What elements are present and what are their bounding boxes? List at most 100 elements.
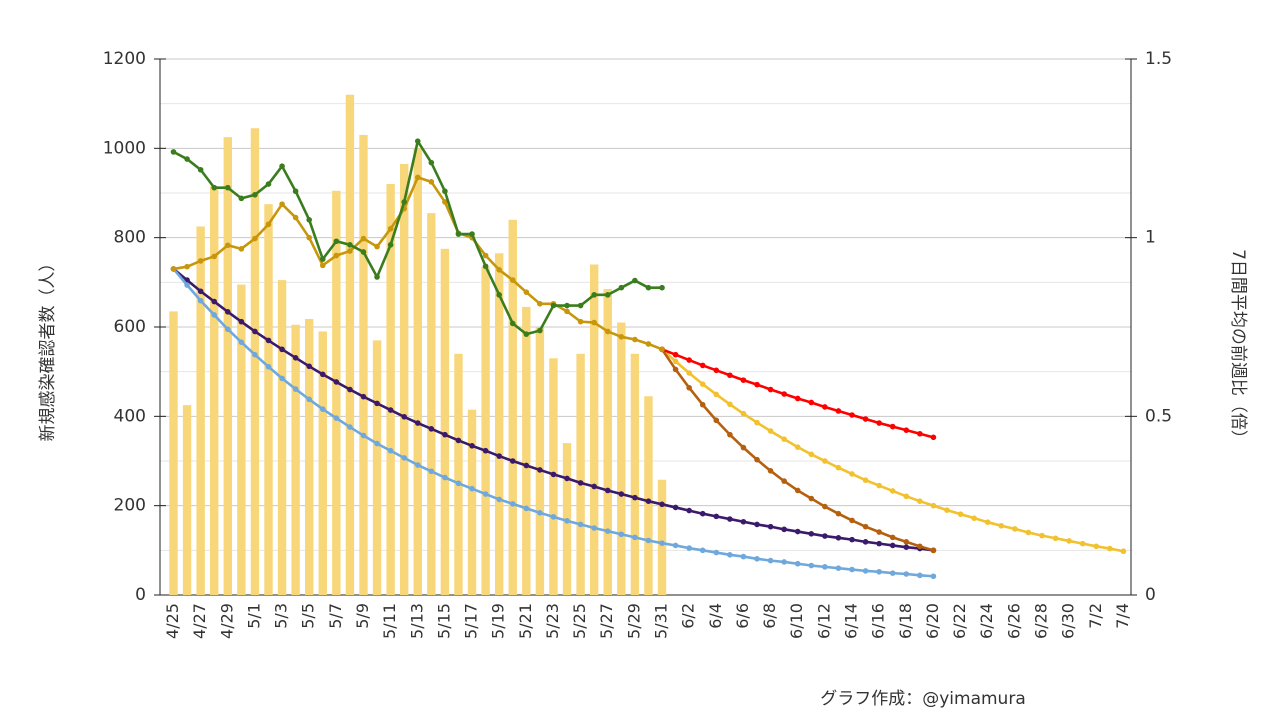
point [862, 523, 869, 530]
point [1107, 545, 1113, 552]
y-tick-label: 0 [135, 585, 146, 605]
x-tick-label: 5/21 [516, 603, 535, 639]
bar [196, 226, 205, 595]
point [170, 266, 177, 272]
point [645, 498, 652, 505]
bar [399, 163, 409, 595]
bar [630, 353, 640, 595]
bar [535, 327, 545, 595]
point [211, 184, 218, 191]
point [1066, 538, 1072, 544]
bar [508, 219, 517, 596]
point [347, 386, 353, 393]
point [659, 346, 665, 353]
bar [576, 353, 585, 595]
x-tick-label: 5/7 [326, 603, 345, 629]
point [279, 201, 285, 207]
point [387, 447, 394, 454]
point [1093, 543, 1100, 550]
point [767, 468, 774, 474]
point [740, 518, 747, 525]
point [618, 334, 625, 340]
x-tick-label: 6/12 [814, 603, 833, 639]
bar [345, 94, 355, 595]
point [238, 246, 245, 252]
point [197, 297, 204, 304]
point [917, 430, 923, 437]
bar [264, 204, 273, 595]
x-tick-label: 5/23 [543, 603, 562, 639]
x-tick-label: 4/25 [163, 603, 182, 639]
point [835, 464, 842, 471]
point [523, 331, 530, 337]
point [849, 566, 855, 573]
point [903, 544, 910, 551]
x-tick-label: 6/14 [842, 603, 861, 639]
bar [413, 148, 422, 596]
point [279, 346, 285, 353]
point [509, 458, 516, 464]
point [767, 386, 774, 393]
x-tick-label: 6/22 [950, 603, 969, 639]
point [645, 341, 652, 347]
point [360, 432, 367, 439]
point [374, 440, 380, 447]
x-tick-label: 6/16 [869, 603, 888, 639]
y2-axis-label: 7日間平均の前週比（倍） [1228, 249, 1248, 447]
point [876, 482, 882, 489]
point [835, 565, 842, 571]
point [794, 487, 801, 494]
point [306, 363, 313, 370]
y-tick-label: 200 [114, 496, 146, 516]
point [808, 531, 815, 537]
point [713, 417, 720, 424]
point [822, 458, 828, 464]
point [333, 415, 340, 421]
point [319, 406, 326, 412]
point [469, 231, 475, 237]
point [537, 510, 543, 516]
point [319, 371, 326, 378]
bar [644, 396, 653, 595]
point [238, 318, 245, 325]
point [862, 539, 869, 545]
point [1039, 532, 1045, 539]
bar [657, 479, 667, 595]
point [523, 289, 530, 295]
point [876, 420, 882, 426]
point [930, 434, 937, 441]
point [835, 510, 842, 517]
point [781, 436, 787, 442]
point [496, 453, 502, 459]
x-tick-label: 6/6 [733, 603, 752, 629]
point [252, 328, 258, 335]
point [767, 428, 774, 434]
x-tick-label: 6/26 [1004, 603, 1023, 639]
point [727, 552, 733, 558]
point [414, 174, 421, 181]
point [808, 562, 815, 569]
bar [603, 289, 612, 595]
point [862, 568, 869, 574]
x-tick-label: 7/4 [1113, 603, 1132, 629]
x-tick-label: 5/25 [570, 603, 589, 639]
point [754, 381, 760, 388]
point [781, 391, 787, 397]
point [211, 312, 218, 318]
point [713, 549, 720, 556]
point [455, 437, 462, 444]
point [632, 494, 638, 501]
point [754, 556, 760, 562]
point [713, 367, 720, 374]
point [577, 318, 584, 325]
point [930, 573, 937, 580]
point [754, 521, 760, 528]
point [550, 302, 557, 309]
point [917, 572, 923, 579]
y2-tick-label: 1.5 [1145, 49, 1172, 69]
point [537, 327, 543, 334]
point [699, 547, 706, 554]
point [591, 525, 597, 531]
point [903, 493, 910, 500]
point [862, 477, 869, 484]
